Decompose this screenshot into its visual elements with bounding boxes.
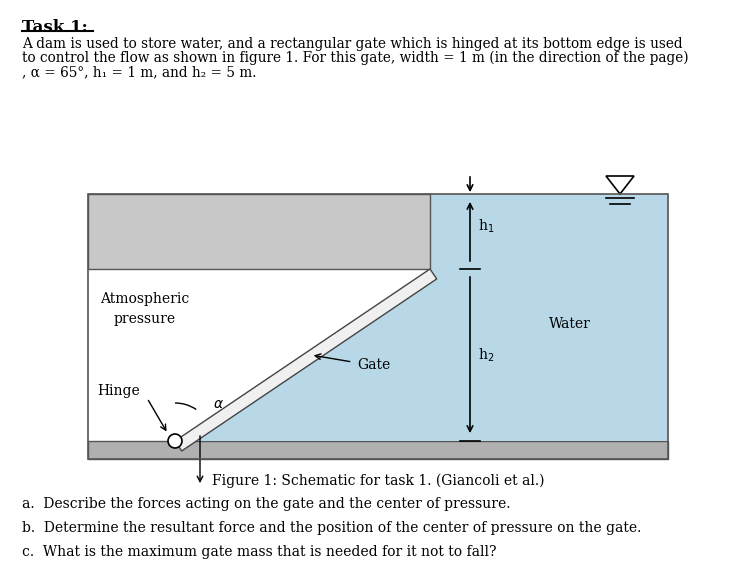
Polygon shape bbox=[175, 269, 430, 441]
Text: Task 1:: Task 1: bbox=[22, 19, 88, 36]
Text: $\alpha$: $\alpha$ bbox=[213, 397, 224, 411]
Text: Water: Water bbox=[549, 317, 591, 331]
Text: Hinge: Hinge bbox=[97, 384, 140, 398]
Text: Gate: Gate bbox=[357, 358, 391, 372]
Text: b.  Determine the resultant force and the position of the center of pressure on : b. Determine the resultant force and the… bbox=[22, 521, 641, 535]
Circle shape bbox=[168, 434, 182, 448]
Text: h$_2$: h$_2$ bbox=[478, 346, 494, 364]
Bar bbox=[88, 194, 668, 459]
Text: c.  What is the maximum gate mass that is needed for it not to fall?: c. What is the maximum gate mass that is… bbox=[22, 545, 497, 559]
Bar bbox=[88, 194, 430, 269]
Text: a.  Describe the forces acting on the gate and the center of pressure.: a. Describe the forces acting on the gat… bbox=[22, 497, 511, 511]
Text: , α = 65°, h₁ = 1 m, and h₂ = 5 m.: , α = 65°, h₁ = 1 m, and h₂ = 5 m. bbox=[22, 65, 256, 79]
Text: Figure 1: Schematic for task 1. (Giancoli et al.): Figure 1: Schematic for task 1. (Giancol… bbox=[212, 474, 545, 488]
Text: h$_1$: h$_1$ bbox=[478, 218, 494, 235]
Text: to control the flow as shown in figure 1. For this gate, width = 1 m (in the dir: to control the flow as shown in figure 1… bbox=[22, 51, 688, 65]
Bar bbox=[430, 194, 668, 441]
Polygon shape bbox=[175, 269, 437, 451]
Text: Atmospheric
pressure: Atmospheric pressure bbox=[100, 292, 189, 326]
Text: A dam is used to store water, and a rectangular gate which is hinged at its bott: A dam is used to store water, and a rect… bbox=[22, 37, 682, 51]
Bar bbox=[88, 441, 668, 459]
